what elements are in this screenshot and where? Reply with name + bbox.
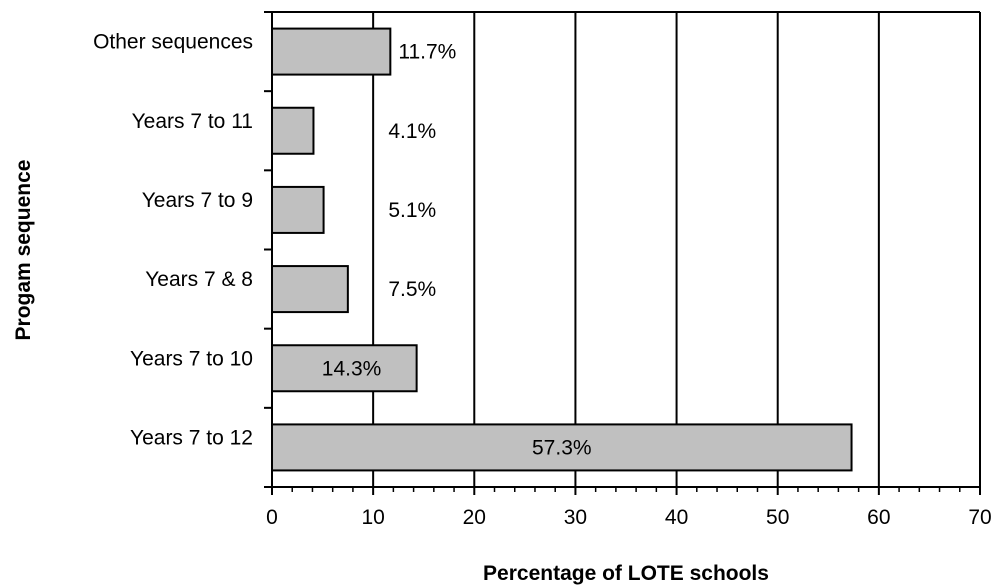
x-axis-title: Percentage of LOTE schools <box>483 562 769 585</box>
y-axis-title: Progam sequence <box>12 160 35 341</box>
bars <box>271 27 853 472</box>
data-label-5: 57.3% <box>532 436 592 459</box>
category-label-4: Years 7 to 10 <box>130 347 253 370</box>
bar-3 <box>271 265 349 314</box>
bar-0 <box>271 27 392 76</box>
data-label-2: 5.1% <box>388 199 436 222</box>
x-tick-label-20: 20 <box>463 506 486 529</box>
data-label-1: 4.1% <box>388 120 436 143</box>
x-tick-label-30: 30 <box>564 506 587 529</box>
x-tick-label-70: 70 <box>968 506 991 529</box>
category-label-3: Years 7 & 8 <box>145 268 253 291</box>
x-tick-label-50: 50 <box>766 506 789 529</box>
bar-5 <box>271 423 853 472</box>
x-tick-label-10: 10 <box>361 506 384 529</box>
x-tick-label-40: 40 <box>665 506 688 529</box>
category-label-0: Other sequences <box>93 31 253 54</box>
data-label-4: 14.3% <box>322 357 382 380</box>
category-label-2: Years 7 to 9 <box>142 189 253 212</box>
data-label-3: 7.5% <box>388 278 436 301</box>
category-label-5: Years 7 to 12 <box>130 426 253 449</box>
data-label-0: 11.7% <box>398 41 456 64</box>
bar-1 <box>271 106 315 155</box>
category-label-1: Years 7 to 11 <box>132 110 253 133</box>
x-tick-label-60: 60 <box>867 506 890 529</box>
bar-2 <box>271 185 325 234</box>
axes <box>264 11 981 495</box>
x-tick-label-0: 0 <box>266 506 278 529</box>
gridlines <box>372 12 981 487</box>
labels: 11.7% Other sequences 4.1% Years 7 to 11 5.1… <box>93 31 992 529</box>
